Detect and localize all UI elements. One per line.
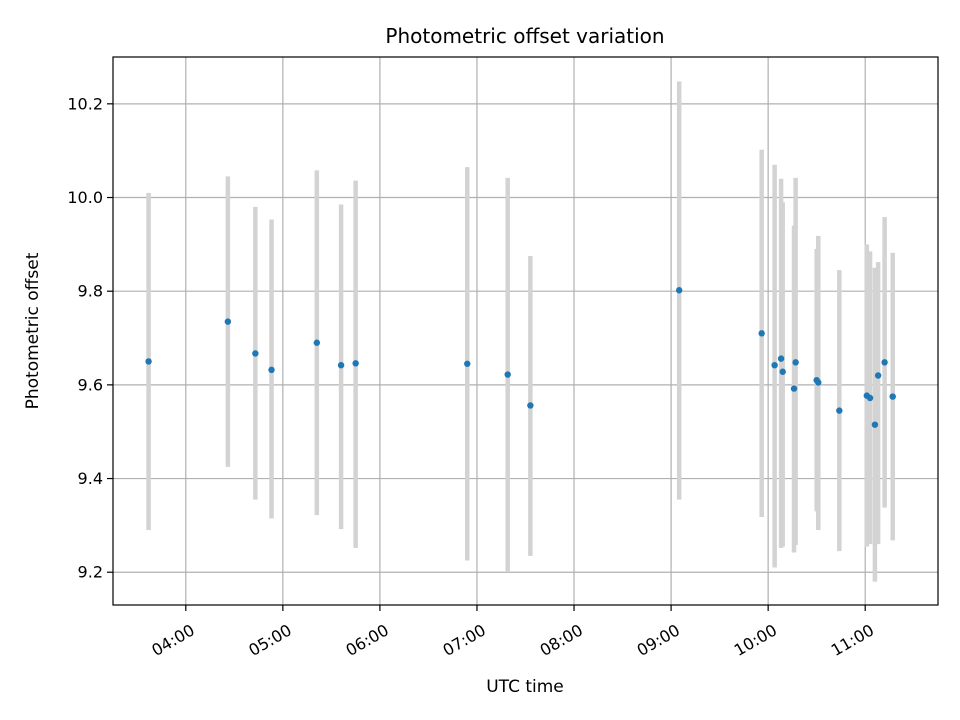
data-point <box>352 360 359 367</box>
data-point <box>504 371 511 378</box>
data-point <box>527 402 534 409</box>
data-point <box>145 358 152 365</box>
x-tick-label: 11:00 <box>828 620 877 660</box>
data-point <box>790 385 798 392</box>
plot-frame <box>112 56 939 606</box>
y-tick-label: 10.0 <box>67 188 103 207</box>
x-tick-label: 04:00 <box>148 620 197 660</box>
x-axis-ticks: 04:00 05:00 06:00 07:00 08:00 09:00 10:00 11:00 <box>148 605 877 660</box>
data-point <box>464 360 471 367</box>
y-axis-ticks: 9.2 9.4 9.6 9.8 10.0 10.2 <box>67 94 113 582</box>
data-point <box>252 350 259 357</box>
data-points <box>145 287 896 428</box>
y-tick-label: 9.8 <box>78 282 103 301</box>
data-point <box>815 379 822 386</box>
error-bars <box>146 81 895 582</box>
data-point <box>777 355 785 362</box>
y-axis-label: Photometric offset <box>23 252 43 409</box>
data-point <box>874 372 882 379</box>
x-tick-label: 06:00 <box>342 620 391 660</box>
y-tick-label: 9.4 <box>78 469 103 488</box>
y-tick-label: 9.6 <box>78 375 103 394</box>
data-point <box>779 368 786 375</box>
x-tick-label: 08:00 <box>537 620 586 660</box>
data-point <box>224 318 232 325</box>
x-tick-label: 07:00 <box>440 620 489 660</box>
data-point <box>836 407 843 414</box>
y-tick-label: 9.2 <box>78 563 103 582</box>
x-axis-label: UTC time <box>486 677 564 697</box>
y-tick-label: 10.2 <box>67 94 103 113</box>
x-tick-label: 09:00 <box>634 620 683 660</box>
x-tick-label: 05:00 <box>245 620 294 660</box>
data-point <box>771 361 778 369</box>
data-point <box>889 393 896 400</box>
data-point <box>758 330 765 337</box>
chart-title: Photometric offset variation <box>385 24 664 48</box>
data-point <box>866 394 874 402</box>
data-point <box>675 287 683 294</box>
data-point <box>792 359 799 366</box>
data-point <box>871 421 879 428</box>
data-point <box>268 366 275 374</box>
data-point <box>881 359 888 366</box>
grid <box>113 57 938 605</box>
x-tick-label: 10:00 <box>731 620 780 660</box>
data-point <box>313 339 321 346</box>
data-point <box>337 361 345 369</box>
